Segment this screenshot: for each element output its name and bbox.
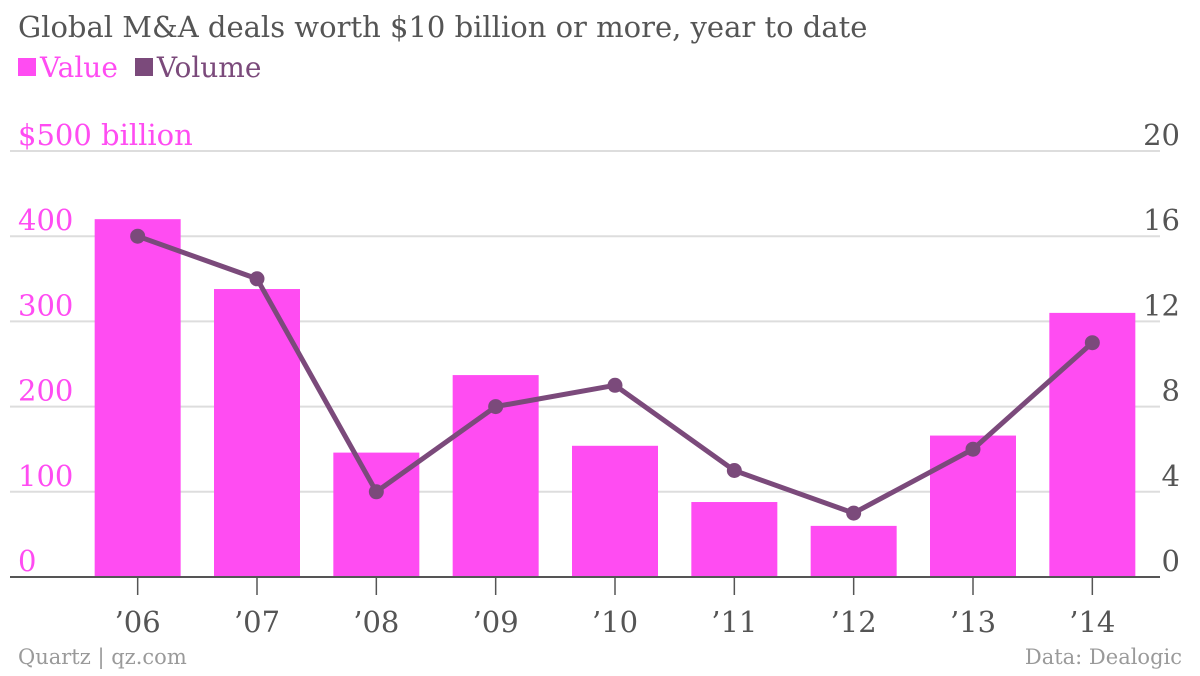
legend-item-volume: Volume xyxy=(134,50,262,84)
x-tick-label: ’13 xyxy=(950,605,996,639)
point-volume xyxy=(488,399,504,415)
x-tick-label: ’07 xyxy=(234,605,280,639)
legend-swatch-value xyxy=(18,58,36,76)
bar-value xyxy=(810,525,897,577)
x-tick-label: ’12 xyxy=(831,605,877,639)
y-left-tick-label: 0 xyxy=(18,544,36,578)
y-right-tick-label: 8 xyxy=(1162,374,1180,408)
footer-source-left: Quartz | qz.com xyxy=(18,645,187,669)
x-tick-label: ’10 xyxy=(592,605,638,639)
bar-value xyxy=(572,445,658,577)
footer-source-right: Data: Dealogic xyxy=(1024,645,1182,669)
point-volume xyxy=(607,377,623,393)
y-left-tick-label: 200 xyxy=(18,374,73,408)
point-volume xyxy=(130,228,146,244)
y-right-tick-label: 12 xyxy=(1143,288,1180,322)
legend-label-volume: Volume xyxy=(156,50,262,84)
chart-title: Global M&A deals worth $10 billion or mo… xyxy=(18,10,868,44)
point-volume xyxy=(368,484,384,500)
x-tick-label: ’09 xyxy=(473,605,519,639)
point-volume xyxy=(1084,335,1100,351)
bar-value xyxy=(930,435,1016,577)
legend-label-value: Value xyxy=(40,50,118,84)
bar-value xyxy=(691,502,778,577)
legend-swatch-volume xyxy=(134,58,153,76)
y-left-tick-label: $500 billion xyxy=(18,118,193,152)
point-volume xyxy=(846,505,862,521)
legend: Value Volume xyxy=(18,50,269,84)
bar-value xyxy=(94,219,181,577)
y-right-tick-label: 20 xyxy=(1143,118,1180,152)
x-tick-label: ’06 xyxy=(115,605,161,639)
y-left-tick-label: 300 xyxy=(18,288,73,322)
bar-value xyxy=(1049,312,1136,577)
x-tick-label: ’14 xyxy=(1069,605,1115,639)
y-right-tick-label: 0 xyxy=(1162,544,1180,578)
legend-item-value: Value xyxy=(18,51,118,84)
point-volume xyxy=(965,441,981,457)
y-right-tick-label: 16 xyxy=(1143,203,1180,237)
y-left-tick-label: 100 xyxy=(18,459,73,493)
y-left-tick-label: 400 xyxy=(18,203,73,237)
x-tick-label: ’11 xyxy=(711,605,757,639)
bar-value xyxy=(214,289,300,577)
y-right-tick-label: 4 xyxy=(1162,459,1180,493)
point-volume xyxy=(726,463,742,478)
point-volume xyxy=(249,271,265,287)
x-tick-label: ’08 xyxy=(353,605,399,639)
